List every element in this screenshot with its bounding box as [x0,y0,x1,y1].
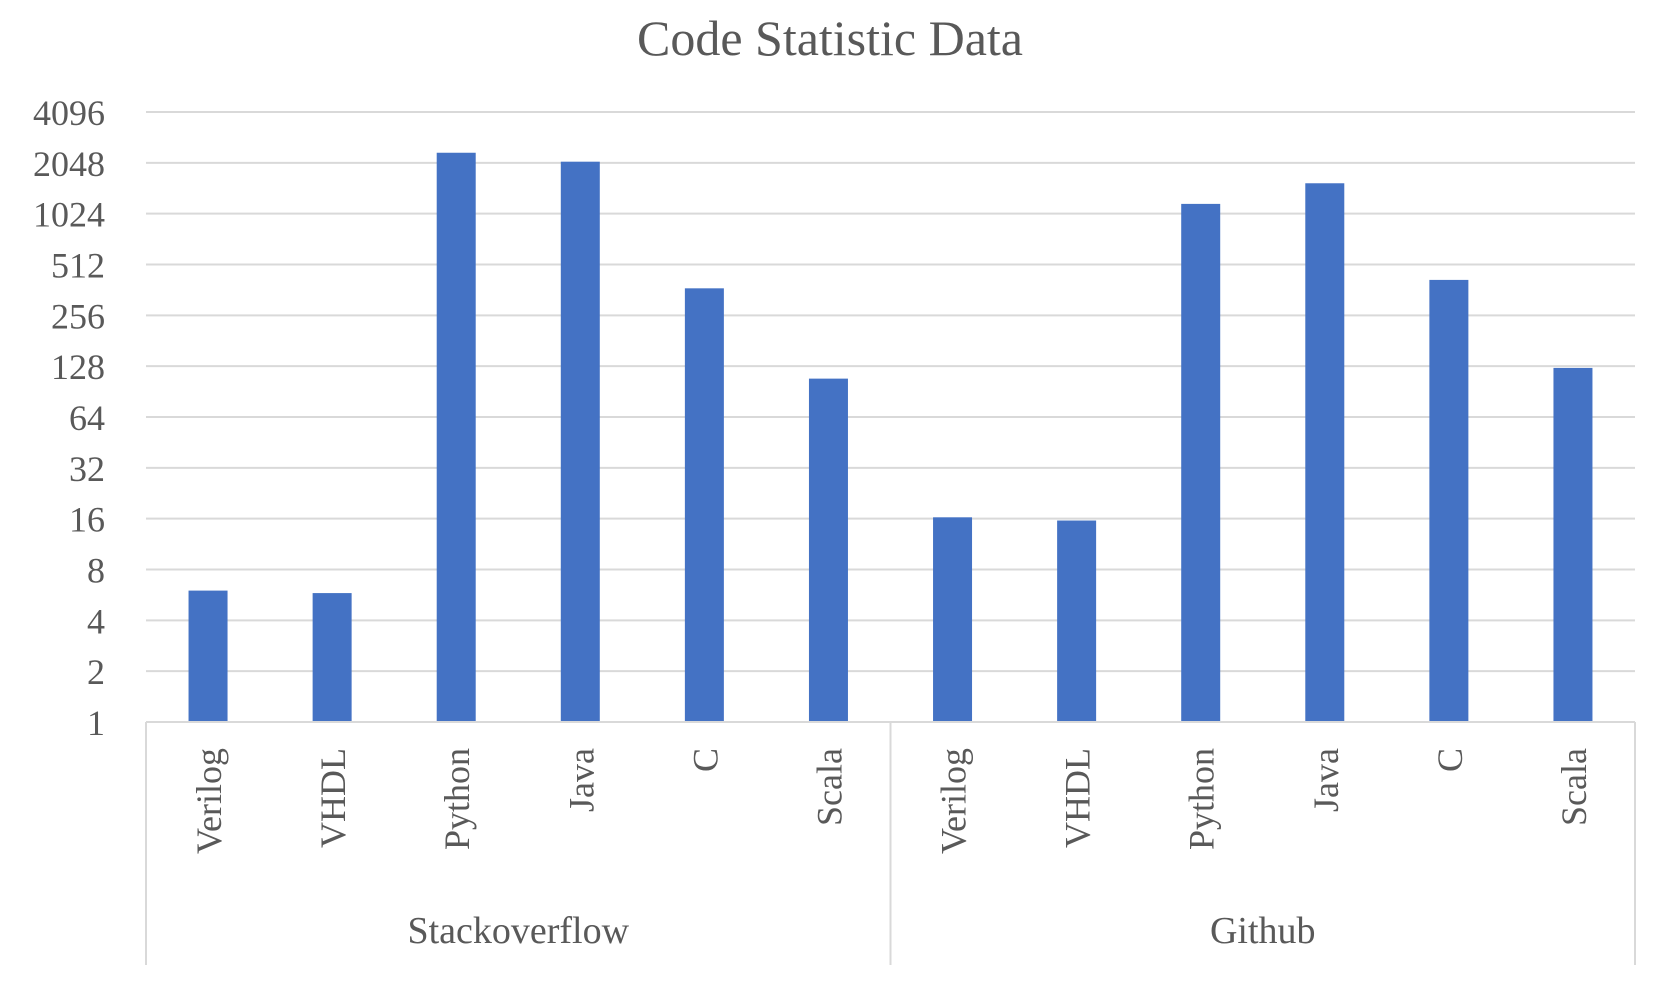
bar-github-scala [1553,367,1593,722]
y-tick-label: 8 [87,551,105,591]
chart-title: Code Statistic Data [637,10,1023,66]
x-category-label: Java [1306,748,1346,812]
x-category-label: Python [1182,748,1222,850]
y-tick-label: 4096 [33,93,105,133]
x-group-label: Stackoverflow [407,910,629,952]
gridlines [146,111,1635,673]
x-category-label: Verilog [934,748,974,854]
bar-github-verilog [933,517,973,722]
x-category-label: Scala [1554,748,1594,826]
y-tick-label: 16 [69,500,105,540]
bar-stackoverflow-verilog [188,590,228,722]
bar-github-java [1305,183,1345,722]
x-category-label: C [685,748,725,772]
y-tick-label: 2 [87,652,105,692]
x-category-label: Verilog [189,748,229,854]
x-category-label: Scala [809,748,849,826]
y-tick-label: 128 [51,347,105,387]
y-tick-label: 1024 [33,195,105,235]
bar-github-vhdl [1057,520,1097,722]
x-group-label: Github [1210,910,1316,952]
y-tick-label: 2048 [33,144,105,184]
y-tick-label: 256 [51,296,105,336]
y-tick-label: 1 [87,703,105,743]
x-category-label: Java [561,748,601,812]
x-axis: Verilog VHDL Python Java C Scala Stackoverflow… [145,721,1636,965]
bar-github-python [1181,203,1221,722]
bars [188,152,1593,723]
x-category-label: VHDL [1058,748,1098,848]
bar-stackoverflow-vhdl [312,593,352,722]
y-tick-label: 512 [51,246,105,286]
y-axis-ticks: 1 2 4 8 16 32 64 128 256 512 1024 2048 4096 [33,93,105,743]
y-tick-label: 64 [69,398,105,438]
y-tick-label: 4 [87,601,105,641]
bar-stackoverflow-python [436,152,476,722]
x-category-label: VHDL [313,748,353,848]
y-tick-label: 32 [69,449,105,489]
x-category-label: C [1430,748,1470,772]
bar-stackoverflow-java [560,161,600,723]
bar-github-c [1429,279,1469,722]
x-category-label: Python [437,748,477,850]
bar-stackoverflow-c [684,288,724,722]
bar-stackoverflow-scala [808,378,848,722]
